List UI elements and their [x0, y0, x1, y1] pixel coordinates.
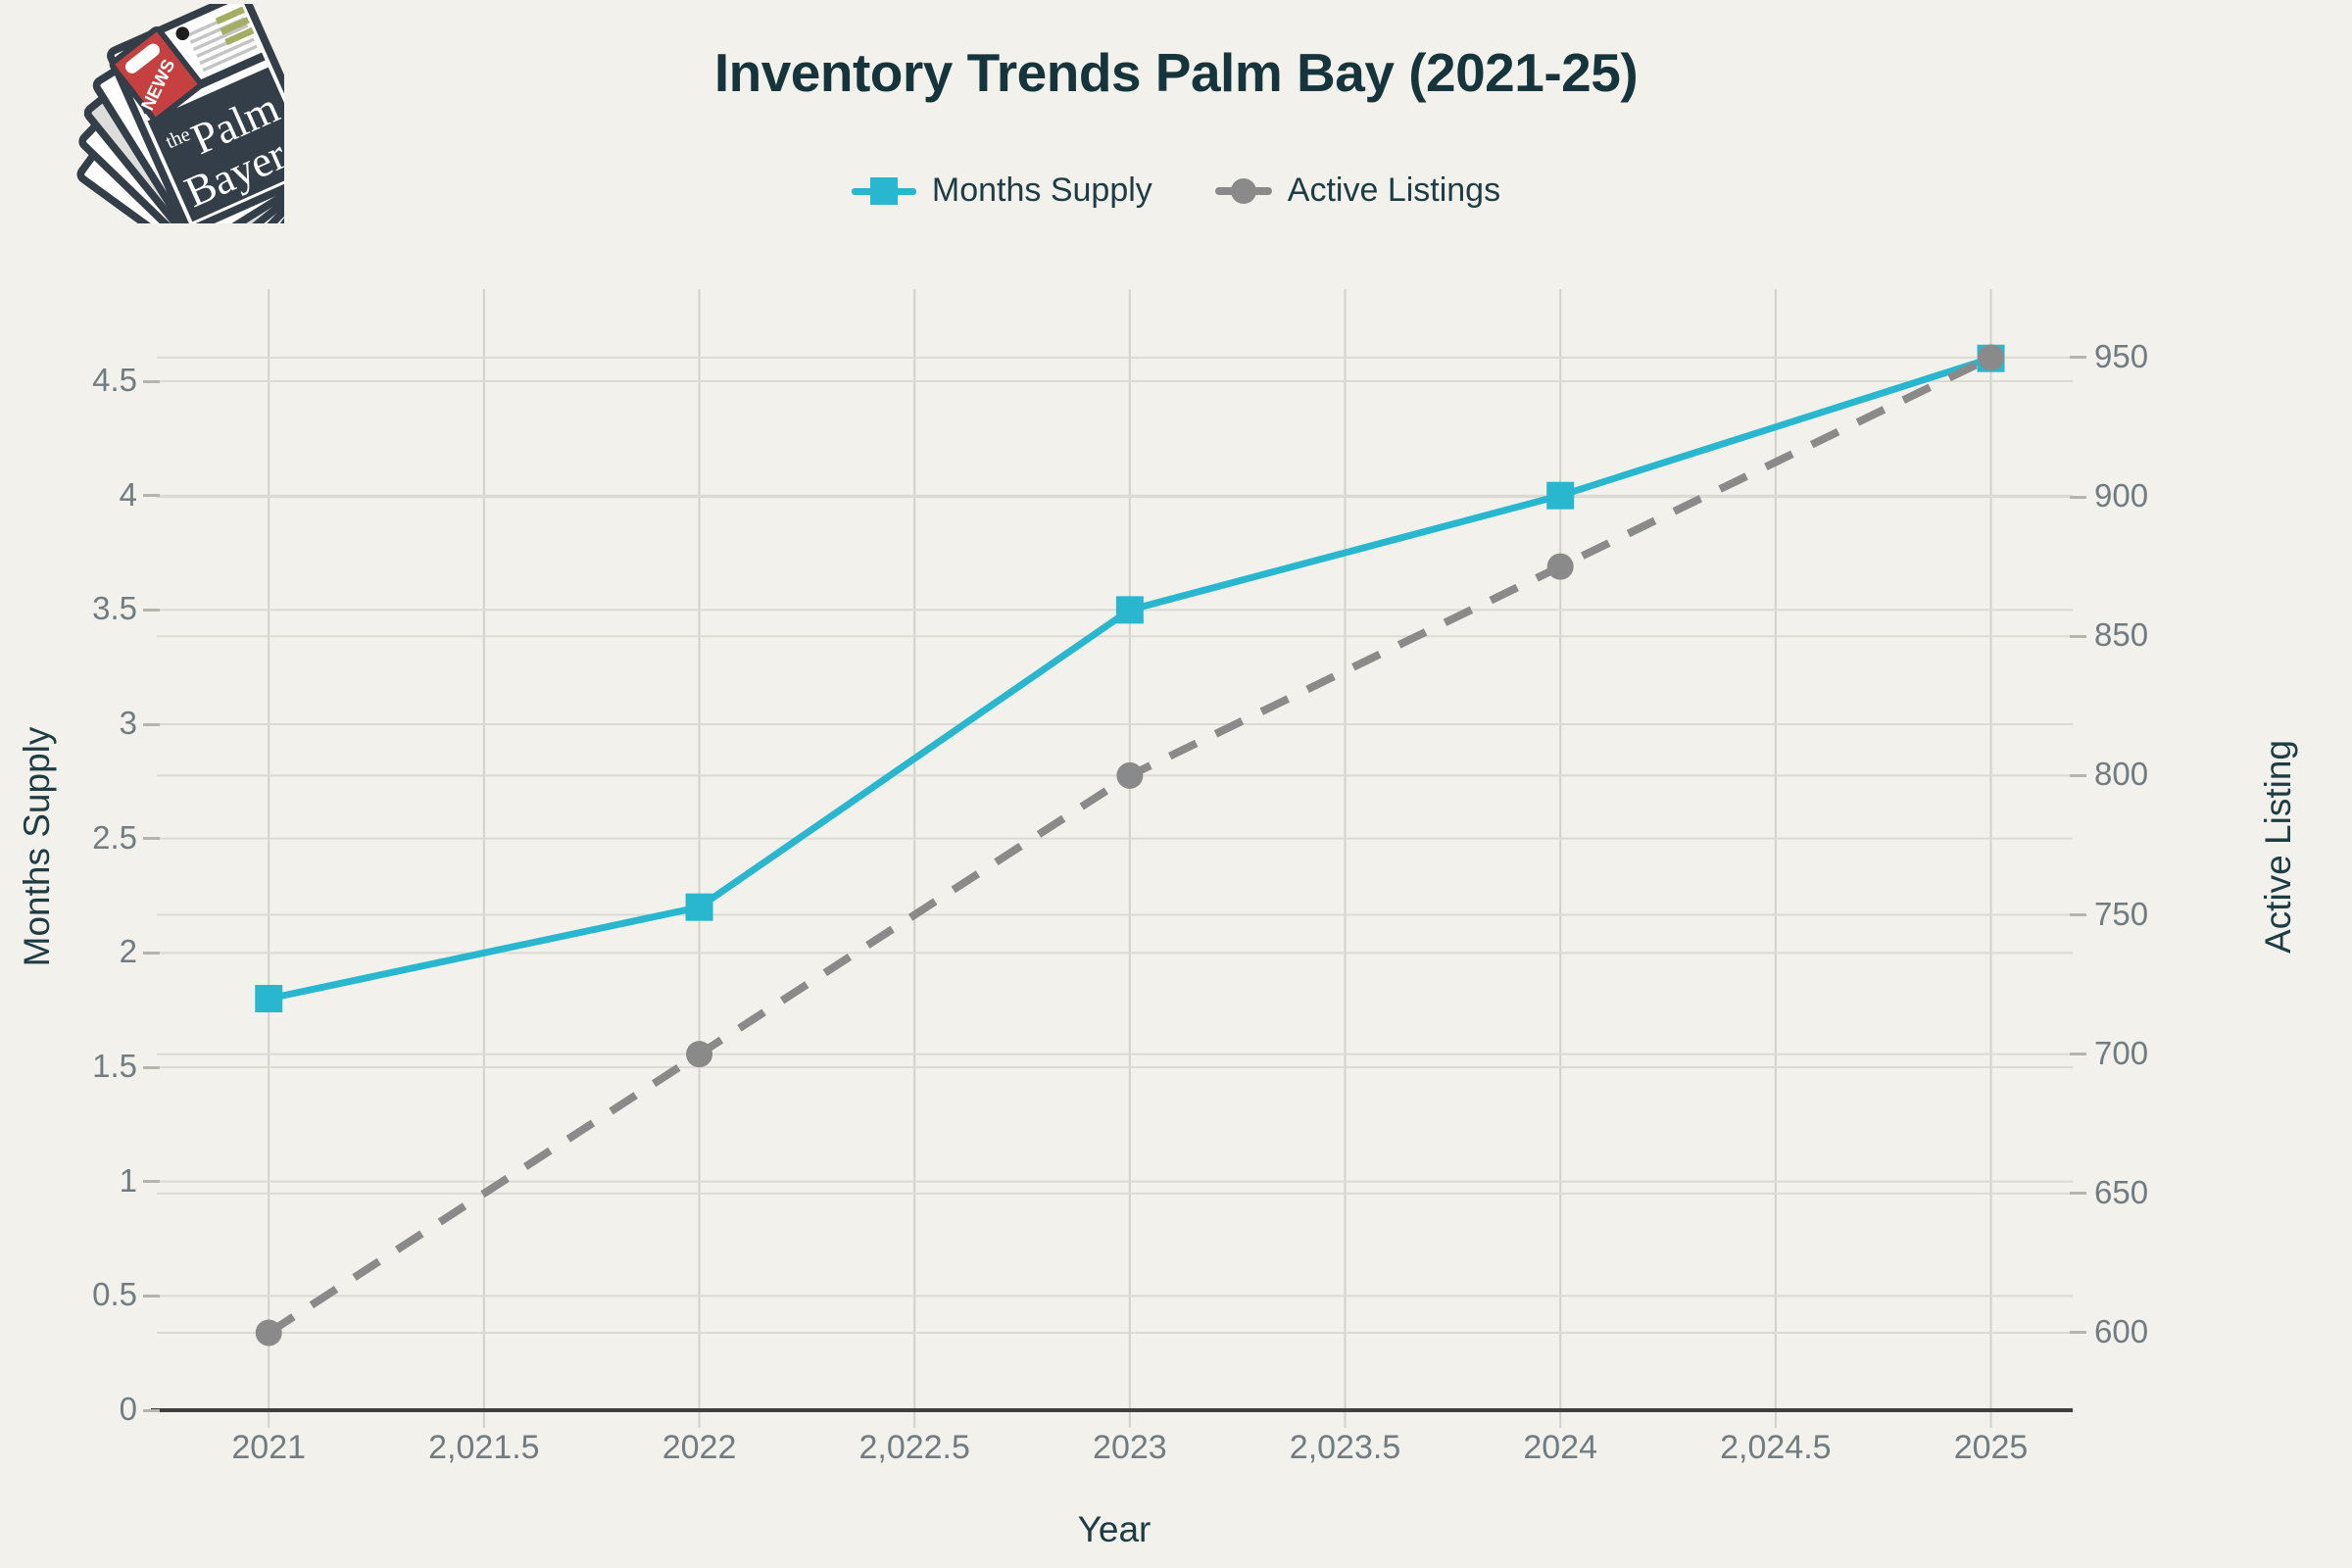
y-left-tick-label: 4.5	[92, 362, 137, 399]
y-right-tick-mark	[2070, 773, 2086, 777]
data-point-active-listings[interactable]	[686, 1041, 713, 1068]
data-point-months-supply[interactable]	[1546, 481, 1575, 510]
months-supply-legend-marker	[851, 176, 916, 205]
x-tick-label: 2021	[231, 1429, 307, 1466]
y-right-tick-mark	[2070, 1192, 2086, 1196]
x-tick-label: 2022	[662, 1429, 737, 1466]
data-point-months-supply[interactable]	[255, 985, 283, 1013]
y-left-tick-mark	[143, 1180, 160, 1184]
data-point-months-supply[interactable]	[685, 893, 713, 921]
y-right-tick-mark	[2070, 356, 2086, 360]
y-left-tick-mark	[143, 608, 160, 612]
y-right-tick-label: 950	[2094, 337, 2149, 374]
y-left-tick-label: 2.5	[92, 818, 137, 856]
x-tick-label: 2,023.5	[1289, 1429, 1401, 1466]
data-point-active-listings[interactable]	[1116, 761, 1144, 789]
y-right-tick-mark	[2070, 1053, 2086, 1056]
y-left-tick-mark	[143, 494, 160, 498]
right-axis-title: Active Listing	[2258, 740, 2298, 954]
legend-item-months-supply[interactable]: Months Supply	[851, 172, 1152, 210]
y-left-tick-mark	[143, 1065, 160, 1069]
active-listings-legend-marker	[1214, 177, 1272, 205]
logo-pin	[175, 26, 190, 41]
y-left-tick-mark	[143, 1408, 160, 1412]
y-left-tick-label: 2	[119, 933, 137, 970]
y-left-tick-mark	[143, 1294, 160, 1298]
y-right-tick-mark	[2070, 913, 2086, 917]
y-right-tick-label: 700	[2094, 1034, 2149, 1071]
y-right-tick-label: 850	[2094, 616, 2149, 654]
data-point-active-listings[interactable]	[1546, 553, 1574, 580]
y-left-tick-label: 0	[119, 1391, 137, 1427]
legend-label-months-supply: Months Supply	[931, 172, 1152, 209]
plot-area	[151, 289, 2073, 1428]
x-tick-label: 2,022.5	[858, 1429, 970, 1466]
y-right-tick-mark	[2070, 1331, 2086, 1335]
logo-olive-bars	[215, 6, 255, 46]
y-left-tick-label: 1	[119, 1161, 137, 1199]
y-right-tick-label: 650	[2094, 1173, 2149, 1210]
chart-plot-svg	[151, 289, 2073, 1428]
y-left-tick-label: 4	[119, 475, 137, 513]
palm-bayer-logo: the Palm Bayer NEWS	[76, 4, 284, 223]
x-tick-label: 2023	[1093, 1429, 1167, 1466]
y-left-tick-label: 3.5	[92, 590, 137, 627]
data-point-active-listings[interactable]	[255, 1319, 282, 1347]
logo-masthead-panel	[147, 67, 284, 222]
y-left-tick-label: 3	[119, 705, 137, 742]
x-tick-label: 2,024.5	[1720, 1429, 1832, 1466]
x-tick-label: 2024	[1523, 1429, 1597, 1466]
y-right-tick-label: 750	[2094, 895, 2149, 932]
data-point-active-listings[interactable]	[1978, 344, 2005, 371]
legend-label-active-listings: Active Listings	[1287, 172, 1501, 209]
y-left-tick-mark	[143, 379, 160, 383]
logo-news-badge: NEWS	[109, 25, 204, 122]
data-point-months-supply[interactable]	[1115, 596, 1144, 624]
y-left-tick-mark	[143, 722, 160, 726]
y-left-tick-label: 0.5	[92, 1276, 137, 1313]
y-right-tick-label: 800	[2094, 756, 2149, 793]
y-right-tick-label: 900	[2094, 477, 2149, 514]
legend-item-active-listings[interactable]: Active Listings	[1214, 172, 1501, 210]
y-right-tick-label: 600	[2094, 1312, 2149, 1349]
y-right-tick-mark	[2070, 634, 2086, 638]
chart-legend: Months Supply Active Listings	[0, 172, 2352, 210]
x-tick-label: 2025	[1953, 1429, 2029, 1466]
y-left-tick-mark	[143, 951, 160, 955]
x-tick-label: 2,021.5	[428, 1429, 540, 1466]
y-left-tick-label: 1.5	[92, 1048, 137, 1084]
chart-title: Inventory Trends Palm Bay (2021-25)	[713, 42, 1639, 103]
y-left-tick-mark	[143, 837, 160, 841]
x-axis-title: Year	[1077, 1509, 1152, 1549]
y-right-tick-mark	[2070, 495, 2086, 499]
left-axis-title: Months Supply	[17, 726, 57, 967]
